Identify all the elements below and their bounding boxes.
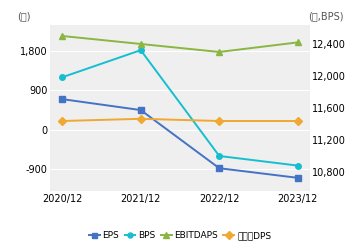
보통주DPS — [60, 120, 64, 123]
EBITDAPS — [139, 42, 143, 45]
Line: BPS: BPS — [59, 47, 301, 168]
BPS — [296, 164, 300, 167]
Text: (원,BPS): (원,BPS) — [308, 11, 343, 22]
BPS — [60, 76, 64, 79]
EPS — [217, 167, 221, 170]
Line: EBITDAPS: EBITDAPS — [59, 32, 301, 56]
BPS — [217, 155, 221, 157]
EBITDAPS — [217, 51, 221, 54]
EBITDAPS — [296, 41, 300, 44]
EPS — [60, 98, 64, 101]
보통주DPS — [217, 120, 221, 123]
EPS — [296, 176, 300, 179]
BPS — [139, 49, 143, 52]
보통주DPS — [139, 117, 143, 120]
Line: EPS: EPS — [59, 96, 301, 181]
보통주DPS — [296, 120, 300, 123]
Line: 보통주DPS: 보통주DPS — [59, 116, 301, 124]
EPS — [139, 109, 143, 112]
Legend: EPS, BPS, EBITDAPS, 보통주DPS: EPS, BPS, EBITDAPS, 보통주DPS — [85, 227, 275, 244]
Text: (원): (원) — [17, 11, 30, 22]
EBITDAPS — [60, 34, 64, 37]
